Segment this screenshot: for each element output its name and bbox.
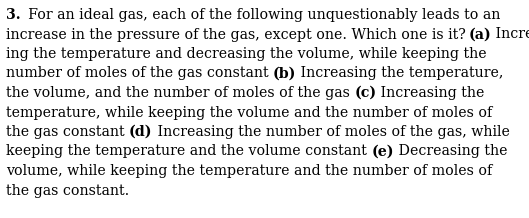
Text: (d): (d) <box>129 125 153 139</box>
Text: (c): (c) <box>354 86 377 100</box>
Text: number of moles of the gas constant: number of moles of the gas constant <box>6 66 273 80</box>
Text: (b): (b) <box>273 66 296 80</box>
Text: increase in the pressure of the gas, except one. Which one is it?: increase in the pressure of the gas, exc… <box>6 27 469 41</box>
Text: volume, while keeping the temperature and the number of moles of: volume, while keeping the temperature an… <box>6 164 492 178</box>
Text: Decreasing the: Decreasing the <box>394 145 507 158</box>
Text: For an ideal gas, each of the following unquestionably leads to an: For an ideal gas, each of the following … <box>21 8 500 22</box>
Text: the volume, and the number of moles of the gas: the volume, and the number of moles of t… <box>6 86 354 100</box>
Text: (e): (e) <box>371 145 394 158</box>
Text: the gas constant: the gas constant <box>6 125 129 139</box>
Text: Increas-: Increas- <box>491 27 529 41</box>
Text: (a): (a) <box>469 27 491 41</box>
Text: the gas constant.: the gas constant. <box>6 184 129 198</box>
Text: temperature, while keeping the volume and the number of moles of: temperature, while keeping the volume an… <box>6 106 492 119</box>
Text: 3.: 3. <box>6 8 21 22</box>
Text: Increasing the temperature,: Increasing the temperature, <box>296 66 504 80</box>
Text: Increasing the number of moles of the gas, while: Increasing the number of moles of the ga… <box>153 125 509 139</box>
Text: keeping the temperature and the volume constant: keeping the temperature and the volume c… <box>6 145 371 158</box>
Text: Increasing the: Increasing the <box>377 86 485 100</box>
Text: ing the temperature and decreasing the volume, while keeping the: ing the temperature and decreasing the v… <box>6 47 487 61</box>
